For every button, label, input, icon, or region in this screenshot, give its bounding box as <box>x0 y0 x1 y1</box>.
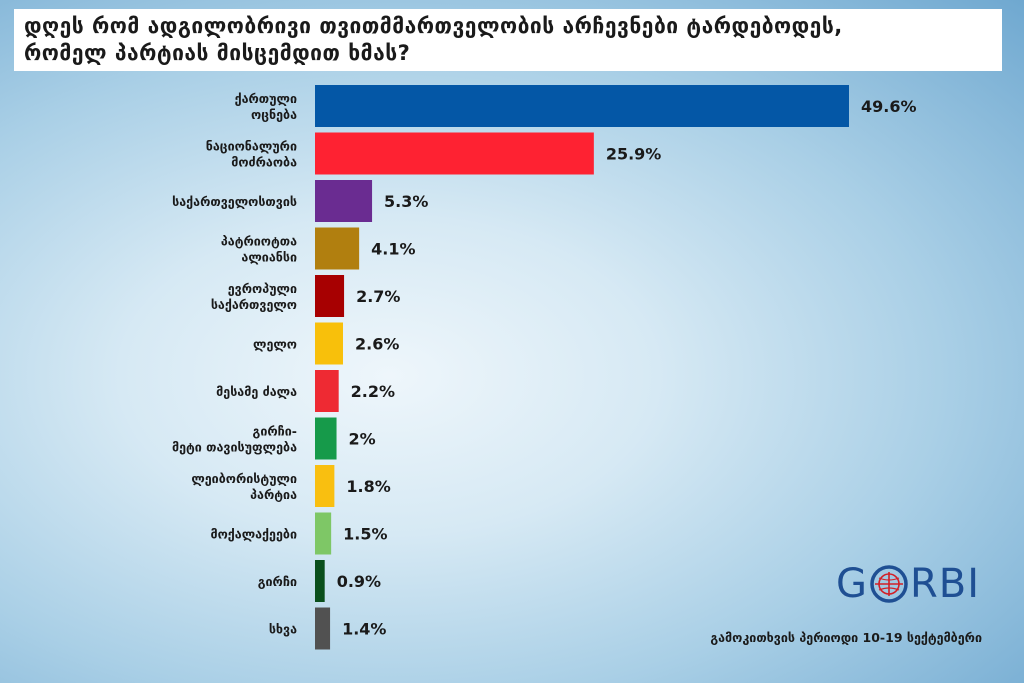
chart-title-line-1: დღეს რომ ადგილობრივი თვითმმართველობის არ… <box>24 14 843 38</box>
bar-7 <box>315 417 337 460</box>
value-label-1: 25.9% <box>606 145 662 164</box>
category-label-7: გირჩი-მეტი თავისუფლება <box>172 424 297 455</box>
category-label-10: გირჩი <box>258 574 297 589</box>
value-label-8: 1.8% <box>346 477 390 496</box>
chart-title-box: დღეს რომ ადგილობრივი თვითმმართველობის არ… <box>14 9 1002 71</box>
value-label-4: 2.7% <box>356 287 400 306</box>
value-label-7: 2% <box>349 430 376 449</box>
logo-text-suffix: RBI <box>910 561 981 607</box>
bar-6 <box>315 370 339 412</box>
gorbi-logo: G RBI <box>836 561 996 607</box>
bar-1 <box>315 132 594 175</box>
value-label-11: 1.4% <box>342 620 386 639</box>
chart-title-line-2: რომელ პარტიას მისცემდით ხმას? <box>24 41 411 65</box>
bar-0 <box>315 85 849 127</box>
survey-period-note: გამოკითხვის პერიოდი 10-19 სექტემბერი <box>710 630 982 645</box>
bar-5 <box>315 322 343 365</box>
value-label-2: 5.3% <box>384 192 428 211</box>
category-label-3: პატრიოტთა ალიანსი <box>221 234 297 265</box>
category-label-5: ლელო <box>253 337 297 352</box>
value-label-0: 49.6% <box>861 97 917 116</box>
bar-2 <box>315 180 373 222</box>
category-label-1: ნაციონალური მოძრაობა <box>206 139 297 170</box>
value-label-3: 4.1% <box>371 240 415 259</box>
value-label-9: 1.5% <box>343 525 387 544</box>
category-label-0: ქართული ოცნება <box>235 91 297 122</box>
logo-text-prefix: G <box>836 561 868 607</box>
category-label-6: მესამე ძალა <box>216 384 297 399</box>
category-label-9: მოქალაქეები <box>211 527 298 542</box>
category-label-11: სხვა <box>269 622 297 637</box>
bar-11 <box>315 607 331 650</box>
value-label-10: 0.9% <box>337 572 381 591</box>
value-label-5: 2.6% <box>355 335 399 354</box>
bar-9 <box>315 512 332 555</box>
globe-icon <box>870 565 908 603</box>
bar-4 <box>315 275 345 317</box>
category-label-2: საქართველოსთვის <box>172 194 297 209</box>
bar-10 <box>315 560 325 602</box>
bar-3 <box>315 227 360 270</box>
value-label-6: 2.2% <box>351 382 395 401</box>
category-label-8: ლეიბორისტული პარტია <box>191 471 297 502</box>
bar-8 <box>315 465 335 507</box>
category-label-4: ევროპული საქართველო <box>211 281 297 312</box>
